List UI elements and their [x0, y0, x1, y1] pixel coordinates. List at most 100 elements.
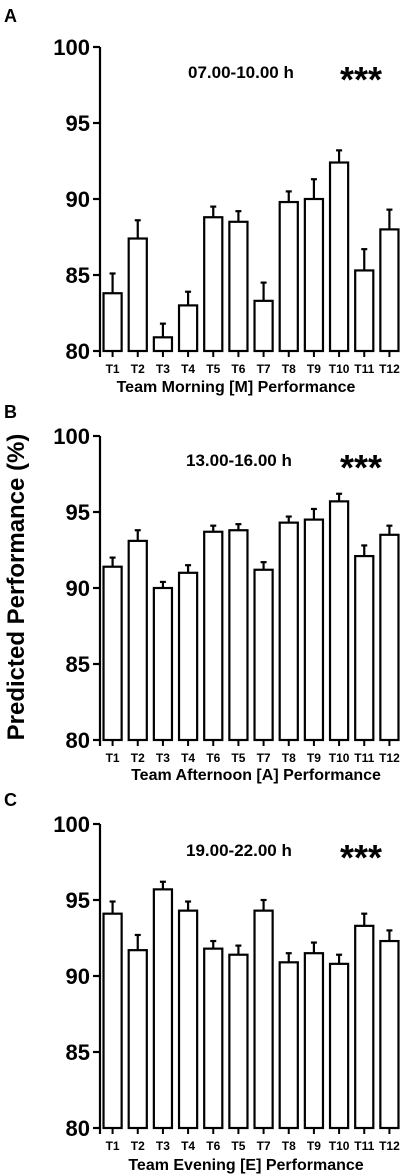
panel-letter: A [4, 6, 17, 26]
y-tick-label: 100 [53, 35, 90, 60]
y-tick-label: 80 [66, 728, 90, 753]
bar [203, 216, 224, 353]
x-tick-label: T10 [329, 362, 350, 376]
bar [354, 269, 375, 353]
time-window-label: 19.00-22.00 h [186, 841, 292, 860]
x-tick-label: T4 [181, 751, 195, 765]
x-tick-label: T11 [354, 751, 374, 765]
y-tick-label: 85 [66, 1040, 90, 1065]
y-tick-label: 85 [66, 652, 90, 677]
x-tick-label: T3 [156, 362, 170, 376]
x-tick-label: T6 [206, 751, 220, 765]
y-tick-label: 95 [66, 888, 90, 913]
bar [379, 939, 400, 1130]
bar [303, 197, 325, 353]
y-tick-label: 100 [53, 424, 90, 449]
x-tick-label: T9 [307, 1139, 321, 1153]
x-tick-label: T5 [231, 751, 245, 765]
x-tick-label: T7 [257, 1139, 271, 1153]
bar [127, 539, 148, 742]
y-tick-label: 80 [66, 1116, 90, 1141]
bar [152, 586, 174, 742]
y-tick-label: 90 [66, 576, 90, 601]
x-tick-label: T2 [131, 1139, 145, 1153]
bar [303, 518, 325, 742]
y-tick-label: 85 [66, 263, 90, 288]
bar [203, 947, 224, 1130]
x-tick-label: T8 [282, 751, 296, 765]
panel-b: B 13.00-16.00 h *** Team Afternoon [A] P… [4, 402, 400, 784]
bar [127, 949, 148, 1130]
bar [177, 909, 199, 1130]
bar [228, 220, 249, 353]
x-tick-label: T1 [106, 751, 120, 765]
x-tick-label: T11 [354, 1139, 374, 1153]
panel-letter: C [4, 790, 17, 810]
x-tick-label: T8 [282, 362, 296, 376]
panel-letter: B [4, 402, 17, 422]
x-tick-label: T3 [156, 1139, 170, 1153]
x-tick-label: T11 [354, 362, 374, 376]
time-window-label: 07.00-10.00 h [188, 63, 294, 82]
bar [253, 909, 274, 1130]
bar [152, 336, 174, 353]
x-tick-label: T5 [231, 1139, 245, 1153]
bar [253, 299, 274, 353]
panel-a: A 07.00-10.00 h *** Team Morning [M] Per… [4, 6, 400, 396]
bar [328, 962, 350, 1130]
x-tick-label: T12 [379, 1139, 400, 1153]
panel-c: C 19.00-22.00 h *** Team Evening [E] Per… [4, 790, 400, 1174]
y-tick-label: 95 [66, 500, 90, 525]
x-tick-label: T6 [206, 1139, 220, 1153]
x-tick-label: T12 [379, 751, 400, 765]
y-tick-label: 90 [66, 187, 90, 212]
y-tick-label: 80 [66, 339, 90, 364]
bar [102, 292, 123, 353]
bar [127, 237, 148, 353]
x-tick-label: T1 [106, 1139, 120, 1153]
bar [303, 952, 325, 1130]
bar [278, 521, 299, 742]
bar [328, 500, 350, 742]
x-tick-label: T7 [257, 362, 271, 376]
y-tick-label: 95 [66, 111, 90, 136]
y-tick-label: 100 [53, 812, 90, 837]
x-tick-label: T10 [329, 751, 350, 765]
x-tick-label: T7 [257, 751, 271, 765]
bar [354, 554, 375, 742]
bar [102, 912, 123, 1130]
significance-stars: *** [340, 59, 382, 100]
significance-stars: *** [340, 447, 382, 488]
x-tick-label: T5 [206, 362, 220, 376]
y-axis-label: Predicted Performance (%) [3, 434, 30, 741]
x-tick-label: T4 [181, 362, 195, 376]
x-axis-label: Team Evening [E] Performance [128, 1157, 363, 1174]
time-window-label: 13.00-16.00 h [186, 451, 292, 470]
y-tick-label: 90 [66, 964, 90, 989]
x-tick-label: T1 [106, 362, 120, 376]
bar [177, 571, 199, 742]
bar [278, 961, 299, 1130]
x-tick-label: T3 [156, 751, 170, 765]
bar [379, 533, 400, 742]
x-tick-label: T12 [379, 362, 400, 376]
bar [278, 200, 299, 353]
bar [253, 568, 274, 742]
bar [228, 953, 249, 1130]
x-tick-label: T6 [231, 362, 245, 376]
x-tick-label: T2 [131, 751, 145, 765]
x-tick-label: T2 [131, 362, 145, 376]
bar [379, 228, 400, 353]
bar [177, 304, 199, 353]
x-tick-label: T8 [282, 1139, 296, 1153]
bar [102, 565, 123, 742]
x-tick-label: T9 [307, 362, 321, 376]
x-axis-label: Team Morning [M] Performance [117, 379, 356, 396]
significance-stars: *** [340, 837, 382, 878]
x-tick-label: T10 [329, 1139, 350, 1153]
bar [328, 161, 350, 353]
x-tick-label: T4 [181, 1139, 195, 1153]
bar [203, 530, 224, 742]
bar [228, 529, 249, 742]
